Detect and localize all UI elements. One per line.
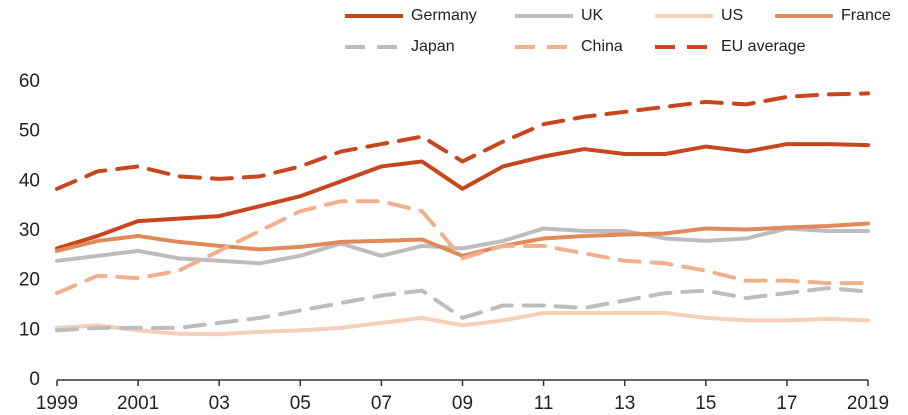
series-line (55, 199, 870, 296)
series-line (55, 221, 870, 258)
x-tick-label: 17 (776, 393, 797, 414)
legend-label: UK (581, 7, 604, 24)
legend-label: US (721, 7, 743, 24)
series-line (55, 226, 870, 266)
y-tick-label: 60 (19, 71, 40, 92)
y-tick-label: 0 (29, 369, 40, 390)
legend-label: France (841, 7, 891, 24)
x-tick-label: 15 (695, 393, 716, 414)
x-tick-label: 1999 (36, 393, 78, 414)
legend-label: Japan (411, 38, 455, 55)
x-tick-label: 09 (452, 393, 473, 414)
legend-label: EU average (721, 38, 806, 55)
x-tick-label: 13 (614, 393, 635, 414)
legend-label: Germany (411, 7, 477, 24)
series-line (55, 310, 870, 337)
x-tick-label: 05 (290, 393, 311, 414)
y-tick-label: 40 (19, 170, 40, 191)
series-line (55, 91, 870, 191)
x-tick-label: 03 (209, 393, 230, 414)
x-tick-label: 07 (371, 393, 392, 414)
x-tick-label: 2019 (847, 393, 889, 414)
y-tick-label: 50 (19, 121, 40, 142)
y-tick-label: 30 (19, 220, 40, 241)
series-line (55, 286, 870, 333)
series-line (55, 142, 870, 251)
y-tick-label: 10 (19, 319, 40, 340)
x-tick-label: 11 (534, 393, 554, 414)
x-tick-label: 2001 (117, 393, 159, 414)
y-tick-label: 20 (19, 270, 40, 291)
legend-label: China (581, 38, 623, 55)
